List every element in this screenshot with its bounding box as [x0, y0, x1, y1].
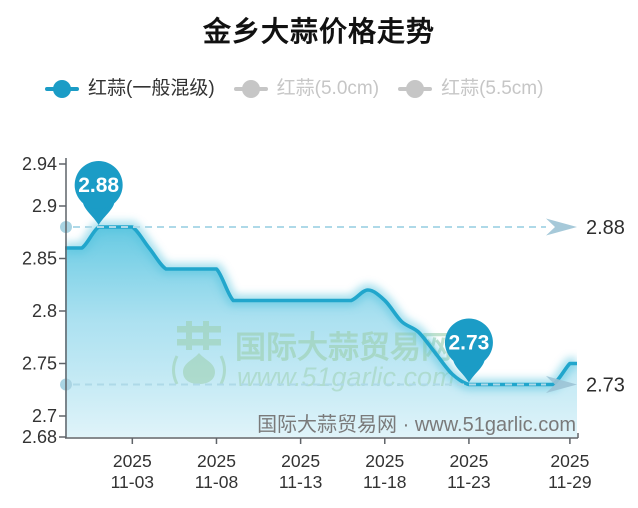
legend-marker-icon	[233, 79, 268, 98]
x-axis-label: 2025 11-03	[111, 451, 154, 492]
y-axis-label: 2.9	[32, 196, 57, 216]
watermark-url: www.51garlic.com	[237, 362, 455, 392]
price-balloon-marker: 2.73	[444, 318, 493, 383]
legend-item-1[interactable]: 红蒜(5.0cm)	[233, 78, 380, 99]
legend-item-0[interactable]: 红蒜(一般混级)	[45, 79, 215, 98]
y-axis-label: 2.75	[22, 354, 57, 374]
legend-item-label: 红蒜(5.0cm)	[276, 78, 380, 99]
y-axis-label: 2.68	[22, 427, 57, 447]
legend-item-label: 红蒜(5.5cm)	[441, 78, 544, 99]
x-axis-label: 2025 11-29	[548, 451, 591, 492]
axes	[59, 158, 579, 444]
legend-marker-icon	[45, 79, 79, 98]
legend-item-2[interactable]: 红蒜(5.5cm)	[398, 79, 543, 98]
y-axis-label: 2.94	[22, 154, 57, 174]
balloon-value-label: 2.88	[78, 174, 119, 197]
watermark-bottom: 国际大蒜贸易网 · www.51garlic.com	[257, 413, 576, 436]
y-axis-label: 2.85	[22, 249, 57, 269]
legend-marker-icon	[398, 79, 433, 98]
y-axis-label: 2.8	[32, 301, 57, 321]
arrow-right-icon	[546, 376, 577, 393]
legend-item-label: 红蒜(一般混级)	[88, 78, 215, 99]
x-axis-label: 2025 11-13	[279, 451, 322, 492]
arrow-right-icon	[546, 218, 577, 236]
garlic-logo-icon	[172, 321, 226, 385]
balloon-value-label: 2.73	[448, 332, 489, 355]
price-line	[65, 225, 577, 387]
reference-value-label: 2.88	[586, 217, 625, 239]
x-axis-label: 2025 11-23	[447, 451, 490, 492]
price-balloon-marker: 2.88	[74, 161, 123, 225]
x-axis-label: 2025 11-08	[195, 451, 238, 492]
chart-title: 金乡大蒜价格走势	[202, 16, 435, 47]
y-axis-label: 2.7	[32, 406, 57, 426]
legend: 红蒜(一般混级) 红蒜(5.0cm) 红蒜(5.5cm)	[45, 79, 543, 98]
x-axis-label: 2025 11-18	[363, 451, 406, 492]
reference-value-label: 2.73	[586, 375, 625, 397]
